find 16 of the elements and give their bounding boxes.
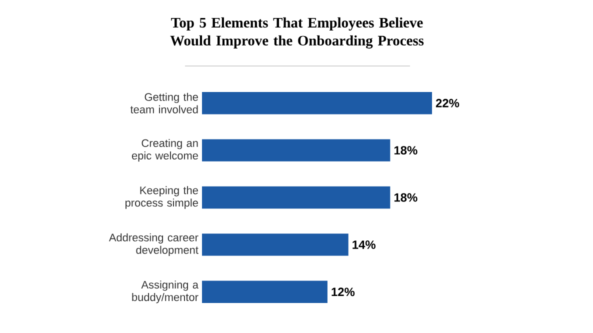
bar bbox=[202, 186, 390, 209]
data-label: 14% bbox=[352, 240, 376, 249]
bar bbox=[202, 139, 390, 162]
data-label: 22% bbox=[436, 98, 460, 108]
bar bbox=[202, 234, 348, 256]
data-label: 18% bbox=[394, 193, 418, 202]
y-tick-label: Creating an epic welcome bbox=[132, 138, 198, 162]
y-tick-label: Keeping the process simple bbox=[125, 186, 198, 209]
y-tick-label: Getting the team involved bbox=[130, 92, 198, 114]
data-label: 12% bbox=[332, 288, 355, 296]
data-label: 18% bbox=[394, 146, 418, 155]
chart-title: Top 5 Elements That Employees Believe Would Improve the Onboarding Process bbox=[170, 17, 424, 49]
bar bbox=[202, 280, 328, 303]
bar bbox=[202, 92, 432, 114]
y-tick-label: Assigning a buddy/mentor bbox=[132, 280, 198, 304]
y-tick-label: Addressing career development bbox=[108, 233, 198, 256]
